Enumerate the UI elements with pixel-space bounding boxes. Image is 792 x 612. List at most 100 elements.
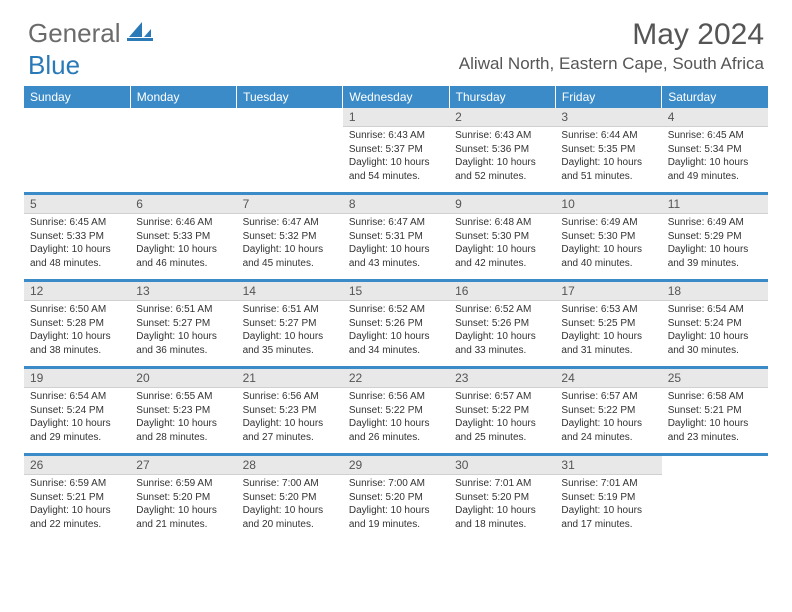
day-cell: 11Sunrise: 6:49 AMSunset: 5:29 PMDayligh…	[662, 195, 768, 279]
day-content: Sunrise: 7:00 AMSunset: 5:20 PMDaylight:…	[237, 475, 343, 535]
logo-text-blue: Blue	[28, 50, 80, 80]
location-subtitle: Aliwal North, Eastern Cape, South Africa	[459, 54, 764, 74]
day-number: 3	[555, 108, 661, 127]
day-content: Sunrise: 6:56 AMSunset: 5:22 PMDaylight:…	[343, 388, 449, 448]
sunrise-text: Sunrise: 6:55 AM	[136, 390, 230, 404]
day-content: Sunrise: 7:01 AMSunset: 5:20 PMDaylight:…	[449, 475, 555, 535]
day-number	[24, 108, 130, 112]
daylight-text: Daylight: 10 hours and 49 minutes.	[668, 156, 762, 183]
calendar-week-row: 19Sunrise: 6:54 AMSunset: 5:24 PMDayligh…	[24, 369, 768, 453]
calendar-week-row: 5Sunrise: 6:45 AMSunset: 5:33 PMDaylight…	[24, 195, 768, 279]
sunrise-text: Sunrise: 7:01 AM	[455, 477, 549, 491]
sunrise-text: Sunrise: 6:56 AM	[243, 390, 337, 404]
daylight-text: Daylight: 10 hours and 48 minutes.	[30, 243, 124, 270]
day-cell: 12Sunrise: 6:50 AMSunset: 5:28 PMDayligh…	[24, 282, 130, 366]
day-number	[130, 108, 236, 112]
sunset-text: Sunset: 5:33 PM	[30, 230, 124, 244]
sunset-text: Sunset: 5:23 PM	[136, 404, 230, 418]
daylight-text: Daylight: 10 hours and 34 minutes.	[349, 330, 443, 357]
daylight-text: Daylight: 10 hours and 21 minutes.	[136, 504, 230, 531]
sunrise-text: Sunrise: 6:44 AM	[561, 129, 655, 143]
weekday-header-row: Sunday Monday Tuesday Wednesday Thursday…	[24, 86, 768, 108]
sunset-text: Sunset: 5:22 PM	[455, 404, 549, 418]
sunset-text: Sunset: 5:31 PM	[349, 230, 443, 244]
day-number: 20	[130, 369, 236, 388]
day-number: 29	[343, 456, 449, 475]
daylight-text: Daylight: 10 hours and 23 minutes.	[668, 417, 762, 444]
day-cell: 5Sunrise: 6:45 AMSunset: 5:33 PMDaylight…	[24, 195, 130, 279]
sunset-text: Sunset: 5:21 PM	[668, 404, 762, 418]
daylight-text: Daylight: 10 hours and 30 minutes.	[668, 330, 762, 357]
daylight-text: Daylight: 10 hours and 19 minutes.	[349, 504, 443, 531]
weekday-header: Wednesday	[343, 86, 449, 108]
sunrise-text: Sunrise: 6:54 AM	[30, 390, 124, 404]
sunrise-text: Sunrise: 6:54 AM	[668, 303, 762, 317]
day-content: Sunrise: 6:57 AMSunset: 5:22 PMDaylight:…	[449, 388, 555, 448]
sunset-text: Sunset: 5:35 PM	[561, 143, 655, 157]
day-cell: 4Sunrise: 6:45 AMSunset: 5:34 PMDaylight…	[662, 108, 768, 192]
sunset-text: Sunset: 5:20 PM	[455, 491, 549, 505]
daylight-text: Daylight: 10 hours and 51 minutes.	[561, 156, 655, 183]
day-number: 5	[24, 195, 130, 214]
day-cell: 26Sunrise: 6:59 AMSunset: 5:21 PMDayligh…	[24, 456, 130, 540]
day-number: 6	[130, 195, 236, 214]
sunrise-text: Sunrise: 6:48 AM	[455, 216, 549, 230]
day-number: 22	[343, 369, 449, 388]
day-content: Sunrise: 6:54 AMSunset: 5:24 PMDaylight:…	[662, 301, 768, 361]
day-content: Sunrise: 6:53 AMSunset: 5:25 PMDaylight:…	[555, 301, 661, 361]
sunset-text: Sunset: 5:30 PM	[561, 230, 655, 244]
daylight-text: Daylight: 10 hours and 38 minutes.	[30, 330, 124, 357]
daylight-text: Daylight: 10 hours and 18 minutes.	[455, 504, 549, 531]
logo-blue-wrap: Blue	[28, 50, 80, 81]
logo: General	[28, 18, 155, 49]
day-cell: 31Sunrise: 7:01 AMSunset: 5:19 PMDayligh…	[555, 456, 661, 540]
daylight-text: Daylight: 10 hours and 25 minutes.	[455, 417, 549, 444]
day-cell	[130, 108, 236, 192]
day-content: Sunrise: 6:59 AMSunset: 5:21 PMDaylight:…	[24, 475, 130, 535]
day-number: 30	[449, 456, 555, 475]
daylight-text: Daylight: 10 hours and 24 minutes.	[561, 417, 655, 444]
daylight-text: Daylight: 10 hours and 33 minutes.	[455, 330, 549, 357]
sunrise-text: Sunrise: 6:53 AM	[561, 303, 655, 317]
sunset-text: Sunset: 5:27 PM	[243, 317, 337, 331]
day-content: Sunrise: 7:01 AMSunset: 5:19 PMDaylight:…	[555, 475, 661, 535]
sunset-text: Sunset: 5:26 PM	[455, 317, 549, 331]
logo-text-general: General	[28, 18, 121, 49]
sunrise-text: Sunrise: 6:49 AM	[668, 216, 762, 230]
sunset-text: Sunset: 5:23 PM	[243, 404, 337, 418]
sunrise-text: Sunrise: 6:56 AM	[349, 390, 443, 404]
day-number: 17	[555, 282, 661, 301]
day-number: 27	[130, 456, 236, 475]
sunrise-text: Sunrise: 6:49 AM	[561, 216, 655, 230]
day-content: Sunrise: 6:52 AMSunset: 5:26 PMDaylight:…	[343, 301, 449, 361]
day-cell: 8Sunrise: 6:47 AMSunset: 5:31 PMDaylight…	[343, 195, 449, 279]
day-cell: 2Sunrise: 6:43 AMSunset: 5:36 PMDaylight…	[449, 108, 555, 192]
day-number: 31	[555, 456, 661, 475]
day-content: Sunrise: 6:43 AMSunset: 5:36 PMDaylight:…	[449, 127, 555, 187]
sunset-text: Sunset: 5:25 PM	[561, 317, 655, 331]
daylight-text: Daylight: 10 hours and 17 minutes.	[561, 504, 655, 531]
daylight-text: Daylight: 10 hours and 35 minutes.	[243, 330, 337, 357]
day-cell: 13Sunrise: 6:51 AMSunset: 5:27 PMDayligh…	[130, 282, 236, 366]
daylight-text: Daylight: 10 hours and 20 minutes.	[243, 504, 337, 531]
day-content: Sunrise: 6:45 AMSunset: 5:34 PMDaylight:…	[662, 127, 768, 187]
day-cell: 30Sunrise: 7:01 AMSunset: 5:20 PMDayligh…	[449, 456, 555, 540]
day-content: Sunrise: 6:56 AMSunset: 5:23 PMDaylight:…	[237, 388, 343, 448]
sunrise-text: Sunrise: 6:52 AM	[349, 303, 443, 317]
weekday-header: Friday	[555, 86, 661, 108]
day-number: 7	[237, 195, 343, 214]
day-content: Sunrise: 6:50 AMSunset: 5:28 PMDaylight:…	[24, 301, 130, 361]
sunset-text: Sunset: 5:19 PM	[561, 491, 655, 505]
day-cell: 23Sunrise: 6:57 AMSunset: 5:22 PMDayligh…	[449, 369, 555, 453]
day-cell	[237, 108, 343, 192]
sunset-text: Sunset: 5:22 PM	[349, 404, 443, 418]
sunrise-text: Sunrise: 6:59 AM	[30, 477, 124, 491]
sunset-text: Sunset: 5:24 PM	[668, 317, 762, 331]
day-number: 9	[449, 195, 555, 214]
sunrise-text: Sunrise: 6:47 AM	[243, 216, 337, 230]
daylight-text: Daylight: 10 hours and 46 minutes.	[136, 243, 230, 270]
daylight-text: Daylight: 10 hours and 27 minutes.	[243, 417, 337, 444]
day-content: Sunrise: 6:49 AMSunset: 5:30 PMDaylight:…	[555, 214, 661, 274]
day-number: 28	[237, 456, 343, 475]
daylight-text: Daylight: 10 hours and 45 minutes.	[243, 243, 337, 270]
